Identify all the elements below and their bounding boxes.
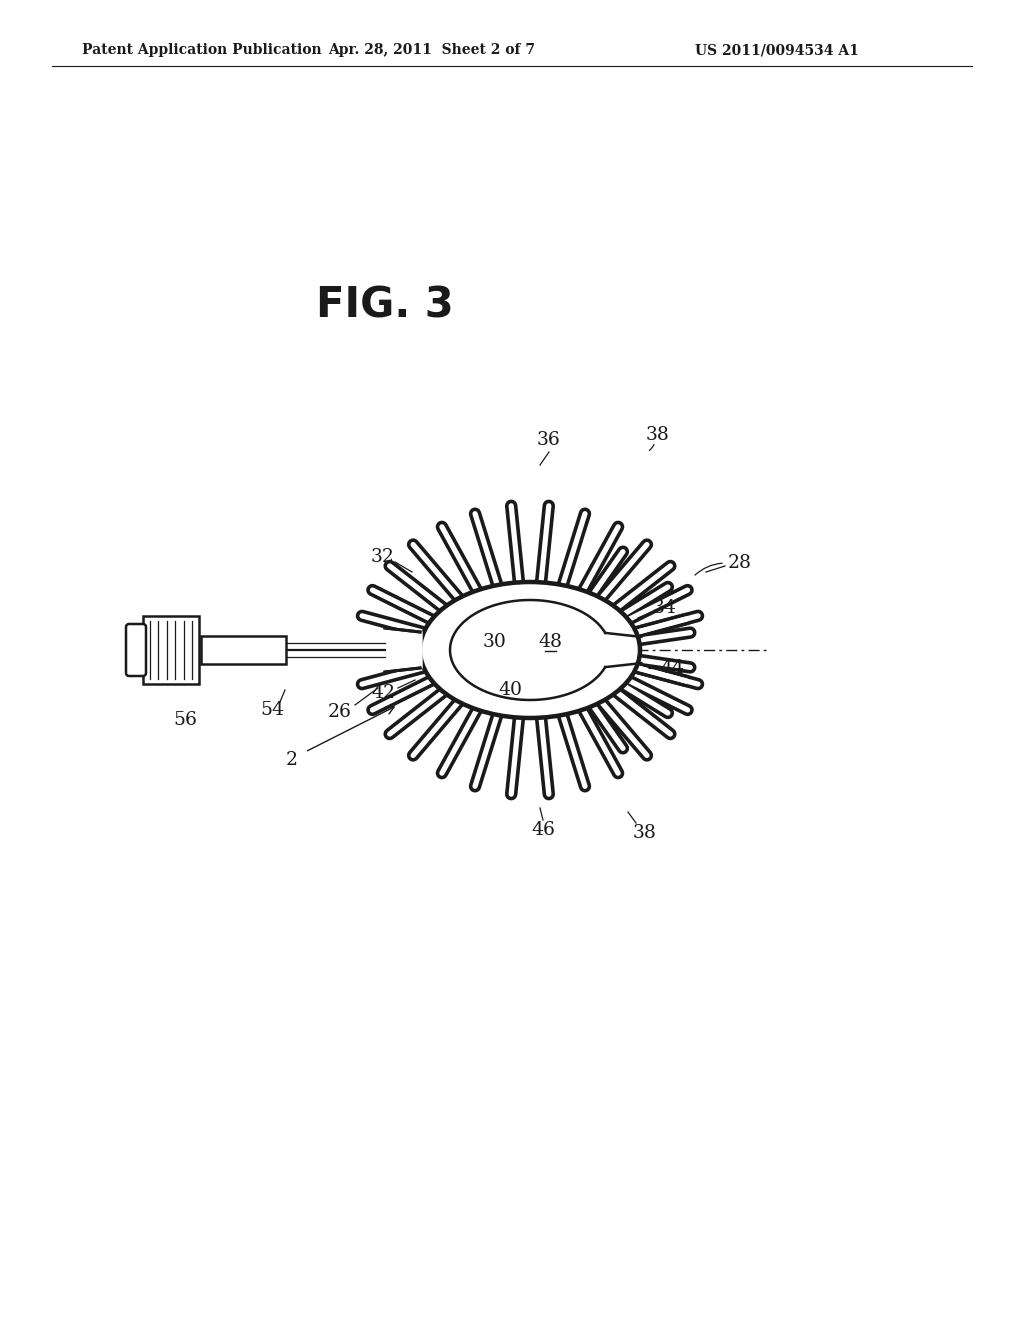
Text: 38: 38 [646, 426, 670, 444]
Text: 56: 56 [173, 711, 197, 729]
FancyBboxPatch shape [201, 636, 286, 664]
Text: 54: 54 [260, 701, 284, 719]
FancyBboxPatch shape [126, 624, 146, 676]
Text: 30: 30 [483, 634, 507, 651]
Text: Patent Application Publication: Patent Application Publication [82, 44, 322, 57]
Text: 36: 36 [538, 432, 561, 449]
Text: 42: 42 [371, 684, 395, 702]
Text: 28: 28 [728, 554, 752, 572]
Ellipse shape [420, 582, 640, 718]
Text: 26: 26 [328, 704, 352, 721]
Text: 32: 32 [371, 548, 395, 566]
Text: FIG. 3: FIG. 3 [316, 284, 454, 326]
Text: 46: 46 [531, 821, 555, 840]
Text: 38: 38 [633, 824, 657, 842]
Polygon shape [385, 628, 422, 672]
Text: 44: 44 [660, 659, 684, 677]
Text: 34: 34 [653, 599, 677, 616]
Text: 48: 48 [538, 634, 562, 651]
FancyBboxPatch shape [143, 616, 199, 684]
Text: 2: 2 [286, 751, 298, 770]
Text: US 2011/0094534 A1: US 2011/0094534 A1 [695, 44, 859, 57]
Text: Apr. 28, 2011  Sheet 2 of 7: Apr. 28, 2011 Sheet 2 of 7 [329, 44, 536, 57]
Text: 40: 40 [498, 681, 522, 700]
